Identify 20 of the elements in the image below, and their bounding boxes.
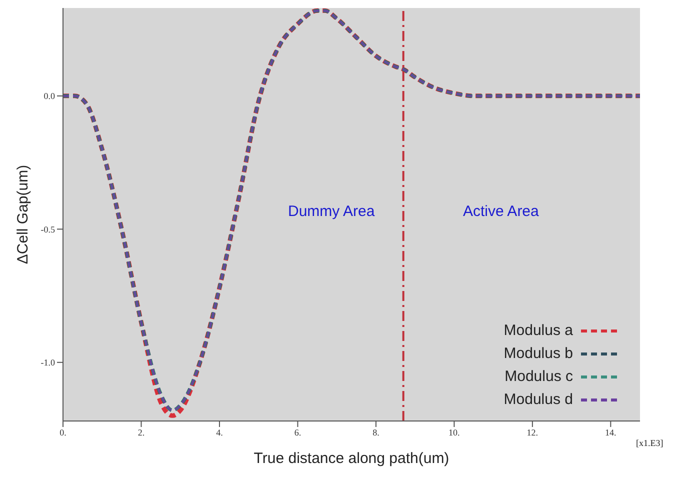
y-tick-label: -0.5 [40,224,56,234]
y-tick-label: -1.0 [40,358,56,368]
x-tick-label: 2. [138,427,145,438]
x-tick-label: 0. [60,427,66,438]
x-tick-label: 14. [605,427,616,438]
annotation: Active Area [463,203,539,220]
legend-label: Modulus d [504,391,573,408]
annotation: Dummy Area [288,203,375,220]
x-tick-label: 10. [448,427,460,438]
x-tick-label: 12. [526,427,538,438]
y-tick-label: 0.0 [44,91,56,102]
y-axis-title: ΔCell Gap(um) [14,164,32,264]
legend-label: Modulus b [504,345,573,362]
legend-label: Modulus a [504,322,573,339]
x-tick-label: 4. [216,427,223,438]
text: [x1.E3] [636,438,664,448]
x-tick-label: 8. [372,427,380,438]
x-axis-title: True distance along path(um) [254,450,450,467]
x-tick-label: 6. [294,427,302,438]
legend-label: Modulus c [504,368,573,385]
